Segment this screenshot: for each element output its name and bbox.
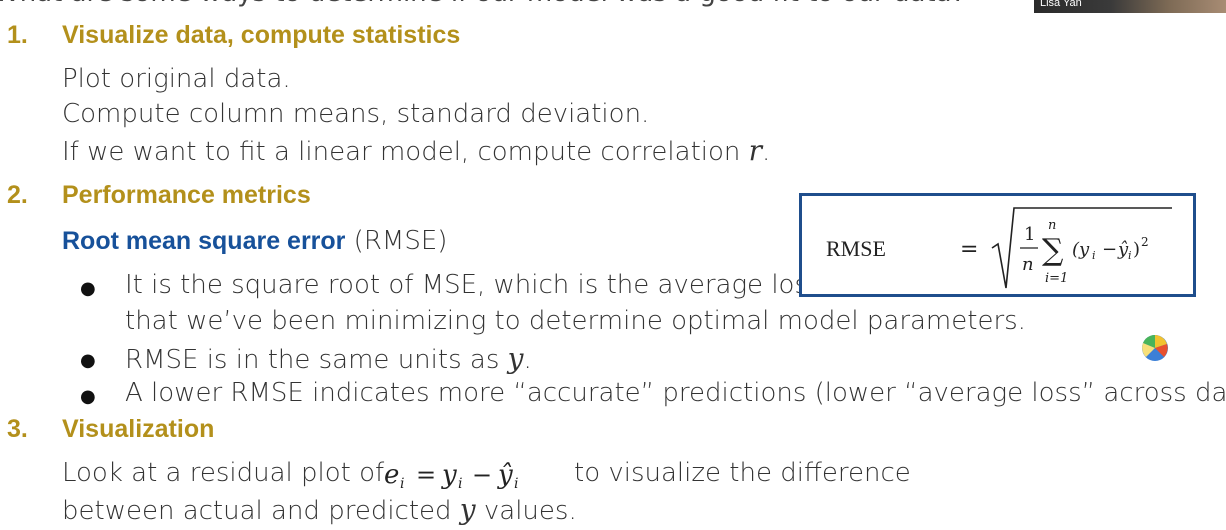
correlation-symbol: r	[748, 134, 763, 167]
svg-text:2: 2	[1141, 235, 1149, 249]
section-1-line-3: If we want to fit a linear model, comput…	[62, 134, 770, 167]
svg-text:i: i	[458, 476, 462, 492]
section-3-line-2-pre: between actual and predicted	[62, 496, 452, 526]
svg-text:e: e	[384, 460, 399, 490]
presenter-video: Lisa Yan	[1034, 0, 1226, 13]
svg-text:i: i	[1128, 249, 1132, 262]
section-1-line-3-text: If we want to fit a linear model, comput…	[62, 137, 741, 167]
svg-text:−: −	[472, 461, 492, 489]
section-3-line-2: between actual and predicted y values.	[62, 493, 577, 526]
rmse-term: Root mean square error	[62, 227, 346, 255]
bullet-1-line-2: that we’ve been minimizing to determine …	[125, 306, 1026, 336]
y-symbol-2: y	[459, 493, 476, 526]
bullet-2-text: RMSE is in the same units as	[125, 345, 500, 375]
bullet-dot-3: ●	[80, 386, 96, 407]
svg-text:i: i	[514, 476, 518, 492]
bullet-3: A lower RMSE indicates more “accurate” p…	[125, 378, 1226, 408]
section-2-number: 2.	[7, 181, 28, 209]
section-1-period: .	[762, 137, 771, 167]
svg-text:y: y	[441, 460, 457, 490]
section-3-line-1-pre: Look at a residual plot of	[62, 458, 385, 488]
svg-text:1: 1	[1024, 224, 1035, 245]
section-1-line-2: Compute column means, standard deviation…	[62, 99, 650, 129]
svg-text:ŷ: ŷ	[1117, 239, 1129, 260]
section-2-title: Performance metrics	[62, 181, 311, 209]
rmse-formula: = 1 n n ∑ i=1 (y i − ŷ i ) 2	[960, 207, 1172, 289]
section-1-line-1: Plot original data.	[62, 64, 291, 94]
svg-text:ŷ: ŷ	[497, 460, 513, 490]
rmse-formula-box: RMSE = 1 n n ∑ i=1 (y i − ŷ i ) 2	[799, 193, 1196, 297]
bullet-2-period: .	[523, 345, 532, 375]
bullet-dot-2: ●	[80, 350, 96, 371]
svg-text:−: −	[1102, 239, 1117, 260]
section-3-title: Visualization	[62, 415, 215, 443]
section-1-number: 1.	[7, 21, 28, 49]
svg-text:i=1: i=1	[1045, 271, 1068, 286]
presenter-name: Lisa Yan	[1040, 0, 1082, 9]
section-3-line-2-post: values.	[475, 496, 577, 526]
svg-text:=: =	[960, 237, 978, 262]
residual-formula: e i = y i − ŷ i	[384, 460, 518, 492]
rmse-abbrev: (RMSE)	[345, 226, 448, 256]
section-3-number: 3.	[7, 415, 28, 443]
bullet-1-line-1: It is the square root of MSE, which is t…	[125, 270, 808, 300]
bullet-2: RMSE is in the same units as y.	[125, 342, 532, 375]
svg-text:): )	[1133, 239, 1140, 260]
slide-top-question: What are some ways to determine if our m…	[0, 0, 965, 8]
svg-text:i: i	[1092, 249, 1096, 262]
section-2-subtitle: Root mean square error (RMSE)	[62, 226, 447, 256]
bullet-dot-1: ●	[80, 278, 96, 299]
svg-text:=: =	[416, 461, 436, 489]
svg-text:n: n	[1022, 254, 1034, 275]
rmse-formula-label: RMSE	[826, 236, 886, 261]
section-3-line-1-post: to visualize the difference	[574, 458, 911, 488]
svg-text:(y: (y	[1072, 239, 1090, 260]
svg-text:n: n	[1048, 218, 1056, 233]
svg-text:i: i	[400, 476, 404, 492]
section-1-title: Visualize data, compute statistics	[62, 21, 461, 49]
svg-text:∑: ∑	[1042, 233, 1064, 268]
pie-logo-icon	[1142, 335, 1168, 361]
y-symbol: y	[507, 342, 524, 375]
